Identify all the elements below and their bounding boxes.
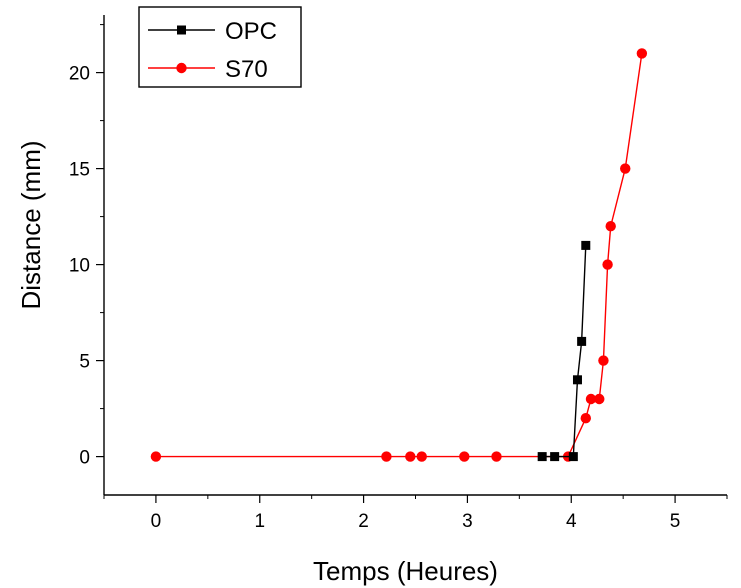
legend-label-opc: OPC (225, 18, 277, 45)
data-point-opc (581, 240, 591, 250)
data-point-opc (577, 336, 587, 346)
axes: 0 1 2 3 4 5 0 5 10 15 20 (69, 15, 728, 532)
x-axis-title: Temps (Heures) (313, 556, 498, 586)
data-point-s70 (416, 451, 427, 462)
data-point-s70 (620, 163, 631, 174)
legend-marker-opc (177, 25, 186, 35)
data-point-s70 (605, 221, 616, 232)
x-tick-label: 2 (358, 511, 369, 532)
x-tick-label: 3 (462, 511, 473, 532)
series-line-s70 (155, 53, 643, 458)
x-tick-label: 1 (254, 511, 265, 532)
legend-marker-s70 (176, 62, 187, 74)
data-point-s70 (381, 451, 392, 462)
x-tick-label: 0 (151, 511, 162, 532)
data-point-s70 (594, 393, 605, 405)
legend: OPC S70 (138, 6, 302, 88)
data-point-s70 (491, 451, 502, 462)
series-s70 (150, 48, 648, 462)
y-tick-label: 5 (79, 352, 90, 373)
data-point-s70 (405, 451, 416, 462)
data-point-opc (550, 452, 560, 462)
legend-label-s70: S70 (225, 56, 268, 83)
x-tick-label: 5 (670, 511, 681, 532)
data-point-opc (568, 452, 578, 462)
y-tick-label: 10 (69, 256, 90, 277)
y-tick-label: 15 (69, 160, 90, 181)
data-point-s70 (636, 48, 648, 59)
data-point-opc (572, 375, 582, 385)
series-line-opc (542, 245, 587, 458)
legend-box (138, 6, 302, 88)
data-point-s70 (598, 355, 609, 366)
data-point-s70 (602, 259, 613, 270)
data-point-opc (537, 452, 547, 462)
series-opc (537, 240, 591, 462)
y-tick-label: 20 (69, 64, 90, 85)
data-point-s70 (580, 413, 591, 424)
series-layer (150, 48, 648, 462)
y-tick-label: 0 (79, 448, 90, 469)
x-tick-label: 4 (566, 511, 577, 532)
data-point-s70 (459, 451, 470, 462)
data-point-s70 (150, 451, 162, 462)
y-axis-title: Distance (mm) (16, 140, 46, 309)
data-point-s70 (585, 393, 597, 405)
